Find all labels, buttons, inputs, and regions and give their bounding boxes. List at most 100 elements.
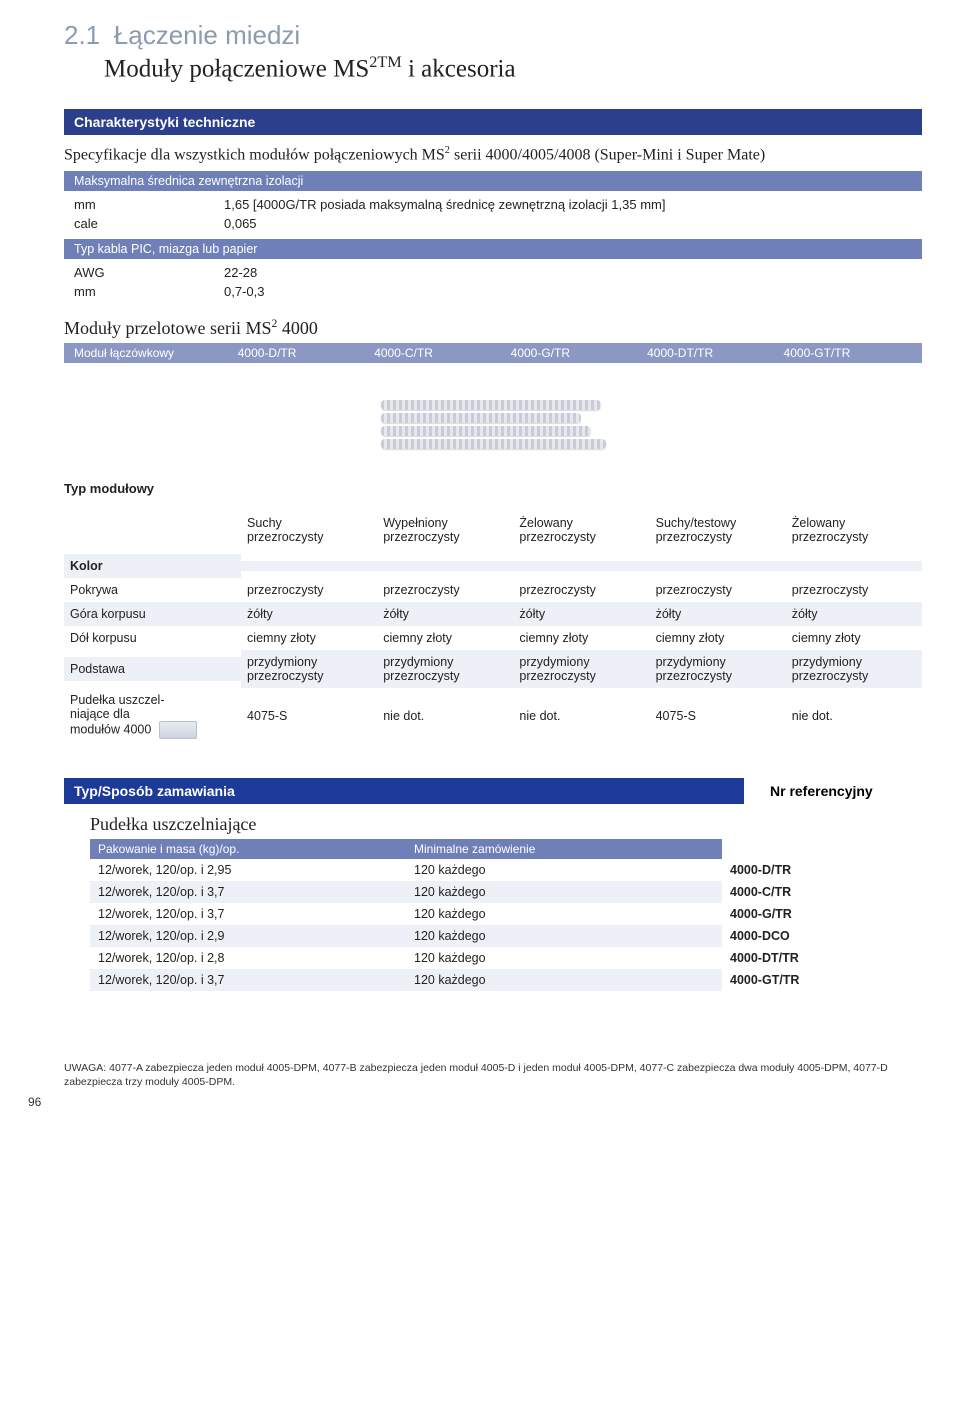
kv-row: mm0,7-0,3 [64,282,922,301]
order-ref: 4000-C/TR [722,881,922,903]
mod-series-title: Moduły przelotowe serii MS2 4000 [64,317,922,339]
cell: przezroczysty [377,578,513,602]
type-col-l2: przezroczysty [792,530,916,544]
row-label: Pokrywa [64,578,241,602]
order-ref: 4000-G/TR [722,903,922,925]
type-col-l2: przezroczysty [247,530,371,544]
row-label-text: Pudełka uszczel-niające dlamodułów 4000 [70,693,165,736]
spec-post: serii 4000/4005/4008 (Super-Mini i Super… [450,147,765,164]
order-ref: 4000-DT/TR [722,947,922,969]
cell: żółty [513,602,649,626]
order-min: 120 każdego [406,947,722,969]
order-band: Typ/Sposób zamawiania [64,778,744,804]
table-row: Podstawa przydymiony przezroczystyprzydym… [64,650,922,688]
cell: ciemny złoty [377,626,513,650]
cell: żółty [377,602,513,626]
cell: 4075-S [650,704,786,728]
cable-band: Typ kabla PIC, miazga lub papier [64,239,922,259]
kv-val: 0,065 [224,216,912,231]
kv-row: mm1,65 [4000G/TR posiada maksymalną śred… [64,195,922,214]
module-bar-icon [381,400,601,410]
module-header-col: 4000-DT/TR [643,346,779,360]
iso-band: Maksymalna średnica zewnętrzna izolacji [64,171,922,191]
cell: przydymiony przezroczysty [513,650,649,688]
empty-cell [64,520,241,540]
cell: przezroczysty [650,578,786,602]
cell: ciemny złoty [513,626,649,650]
order-ref: 4000-GT/TR [722,969,922,991]
module-header-col: 4000-GT/TR [780,346,916,360]
table-row: Pokrywaprzezroczystyprzezroczystyprzezro… [64,578,922,602]
order-pack: 12/worek, 120/op. i 3,7 [90,903,406,925]
type-col: Suchy/testowyprzezroczysty [650,506,786,554]
section-number: 2.1 [64,20,100,50]
order-row: 12/worek, 120/op. i 3,7120 każdego4000-G… [90,969,922,991]
cell: żółty [650,602,786,626]
order-row: 12/worek, 120/op. i 2,8120 każdego4000-D… [90,947,922,969]
order-row: 12/worek, 120/op. i 2,9120 każdego4000-D… [90,925,922,947]
ref-band: Nr referencyjny [762,778,922,804]
cell: ciemny złoty [241,626,377,650]
mod-title-pre: Moduły przelotowe serii MS [64,318,271,338]
module-header-label: Moduł łączówkowy [70,346,234,360]
cell: przezroczysty [241,578,377,602]
order-ref: 4000-DCO [722,925,922,947]
subtitle-pre: Moduły połączeniowe MS [104,55,369,82]
cell: przezroczysty [786,578,922,602]
kv-key: AWG [74,265,224,280]
order-ref: 4000-D/TR [722,859,922,881]
spec-pre: Specyfikacje dla wszystkich modułów połą… [64,147,445,164]
order-pack: 12/worek, 120/op. i 2,8 [90,947,406,969]
row-label: Pudełka uszczel-niające dlamodułów 4000 [64,688,241,744]
type-col-l1: Suchy [247,516,371,530]
order-row: 12/worek, 120/op. i 3,7120 każdego4000-C… [90,881,922,903]
order-row: 12/worek, 120/op. i 3,7120 każdego4000-G… [90,903,922,925]
cell: 4075-S [241,704,377,728]
module-bar-icon [381,413,581,423]
cell: żółty [241,602,377,626]
iso-rows: mm1,65 [4000G/TR posiada maksymalną śred… [64,195,922,233]
order-min: 120 każdego [406,925,722,947]
row-label: Góra korpusu [64,602,241,626]
order-row: 12/worek, 120/op. i 2,95120 każdego4000-… [90,859,922,881]
row-label: Podstawa [64,657,241,681]
sealing-box-icon [159,721,197,739]
order-rows: 12/worek, 120/op. i 2,95120 każdego4000-… [64,859,922,991]
row-label: Dół korpusu [64,626,241,650]
order-head-row: Typ/Sposób zamawiania Nr referencyjny [64,778,922,804]
table-row: Góra korpusużółtyżółtyżółtyżółtyżółty [64,602,922,626]
kv-val: 22-28 [224,265,912,280]
order-sub-min: Minimalne zamówienie [406,839,722,859]
cell: przydymiony przezroczysty [650,650,786,688]
subtitle-sup: 2TM [369,53,402,71]
order-pack: 12/worek, 120/op. i 3,7 [90,881,406,903]
kv-key: cale [74,216,224,231]
type-col: Wypełnionyprzezroczysty [377,506,513,554]
type-modular-label: Typ modułowy [64,481,922,496]
subtitle-post: i akcesoria [402,55,516,82]
kolor-label: Kolor [64,554,241,578]
page-header: 2.1 Łączenie miedzi Moduły połączeniowe … [64,20,922,83]
data-rows: Pokrywaprzezroczystyprzezroczystyprzezro… [64,578,922,744]
table-row: Dół korpusuciemny złotyciemny złotyciemn… [64,626,922,650]
mod-title-post: 4000 [277,318,318,338]
order-min: 120 każdego [406,969,722,991]
table-row: Pudełka uszczel-niające dlamodułów 4000 … [64,688,922,744]
kv-val: 1,65 [4000G/TR posiada maksymalną średni… [224,197,912,212]
footnote: UWAGA: 4077-A zabezpiecza jeden moduł 40… [64,1061,922,1089]
type-col: Suchyprzezroczysty [241,506,377,554]
type-col-l1: Wypełniony [383,516,507,530]
kolor-row: Kolor [64,554,922,578]
type-col-l2: przezroczysty [519,530,643,544]
page-number: 96 [28,1095,922,1109]
type-col-l1: Suchy/testowy [656,516,780,530]
module-header-col: 4000-G/TR [507,346,643,360]
order-subhead: Pakowanie i masa (kg)/op. Minimalne zamó… [90,839,922,859]
order-sub-empty [722,839,922,859]
order-pack: 12/worek, 120/op. i 2,9 [90,925,406,947]
type-col: Żelowanyprzezroczysty [786,506,922,554]
type-col-l1: Żelowany [792,516,916,530]
type-col-l2: przezroczysty [656,530,780,544]
module-header-col: 4000-D/TR [234,346,370,360]
order-sub-pack: Pakowanie i masa (kg)/op. [90,839,406,859]
